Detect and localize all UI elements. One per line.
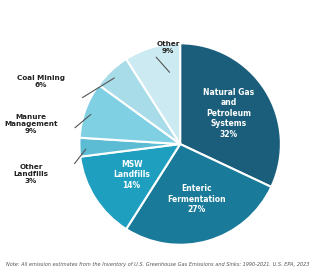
Wedge shape — [126, 144, 271, 245]
Text: MSW
Landfills
14%: MSW Landfills 14% — [113, 160, 150, 190]
Text: Manure
Management
9%: Manure Management 9% — [4, 114, 58, 134]
Wedge shape — [126, 43, 180, 144]
Text: Enteric
Fermentation
27%: Enteric Fermentation 27% — [167, 184, 226, 214]
Text: Note: All emission estimates from the Inventory of U.S. Greenhouse Gas Emissions: Note: All emission estimates from the In… — [6, 261, 310, 266]
Text: 2021 U.S. Methane Emissions, By Source: 2021 U.S. Methane Emissions, By Source — [0, 9, 320, 24]
Text: Coal Mining
6%: Coal Mining 6% — [17, 75, 65, 88]
Text: Natural Gas
and
Petroleum
Systems
32%: Natural Gas and Petroleum Systems 32% — [203, 88, 254, 138]
Wedge shape — [79, 138, 180, 157]
Wedge shape — [99, 59, 180, 144]
Text: Other
Landfills
3%: Other Landfills 3% — [13, 164, 49, 184]
Wedge shape — [80, 144, 180, 229]
Wedge shape — [180, 43, 281, 187]
Text: Other
9%: Other 9% — [156, 41, 180, 54]
Wedge shape — [80, 85, 180, 144]
